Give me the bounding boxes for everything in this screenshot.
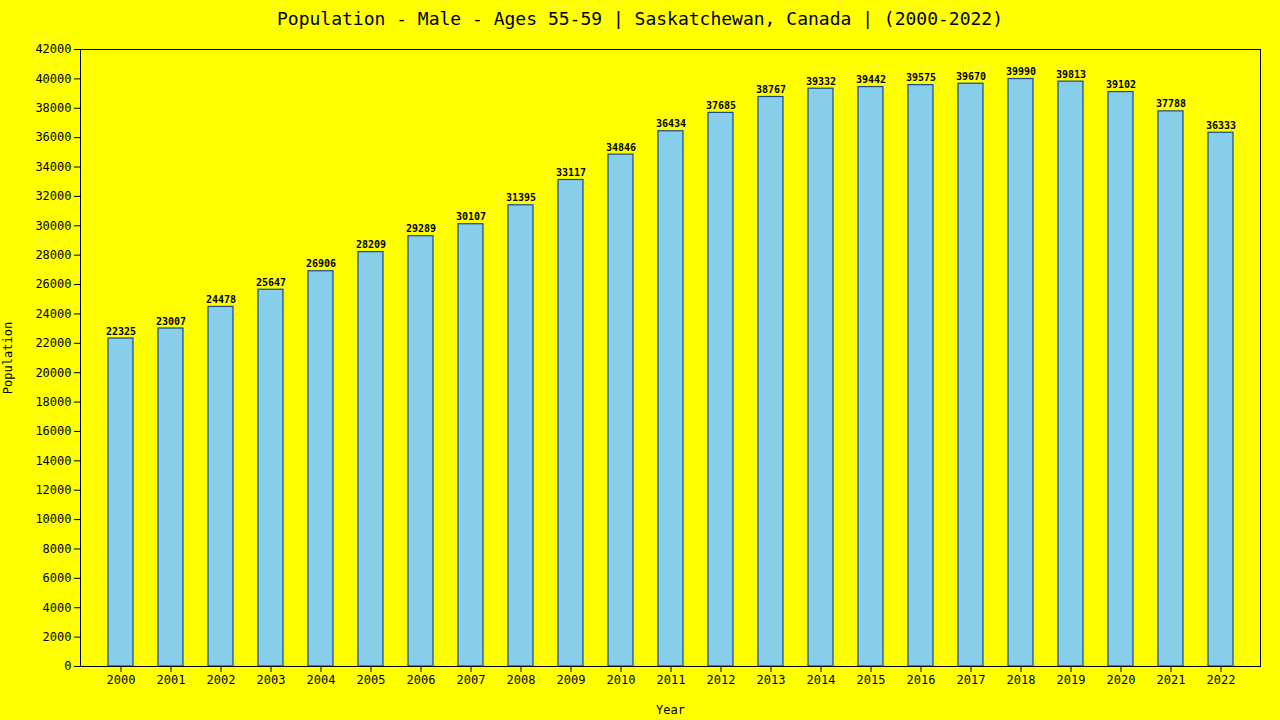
svg-text:28000: 28000 <box>35 248 71 262</box>
svg-text:4000: 4000 <box>43 601 72 615</box>
svg-text:36434: 36434 <box>656 118 686 129</box>
svg-text:2021: 2021 <box>1157 673 1186 687</box>
svg-text:39813: 39813 <box>1056 69 1086 80</box>
svg-text:12000: 12000 <box>35 483 71 497</box>
svg-text:20000: 20000 <box>35 366 71 380</box>
svg-text:39990: 39990 <box>1006 66 1036 77</box>
svg-text:Year: Year <box>656 703 685 717</box>
svg-text:2010: 2010 <box>607 673 636 687</box>
svg-text:2015: 2015 <box>857 673 886 687</box>
svg-text:2013: 2013 <box>757 673 786 687</box>
svg-text:36000: 36000 <box>35 130 71 144</box>
svg-text:33117: 33117 <box>556 167 586 178</box>
svg-text:2014: 2014 <box>807 673 836 687</box>
svg-text:2002: 2002 <box>207 673 236 687</box>
svg-text:Population: Population <box>1 322 15 394</box>
svg-text:34846: 34846 <box>606 142 636 153</box>
svg-text:36333: 36333 <box>1206 120 1236 131</box>
svg-text:39575: 39575 <box>906 72 936 83</box>
svg-text:42000: 42000 <box>35 42 71 56</box>
svg-text:6000: 6000 <box>43 571 72 585</box>
svg-text:31395: 31395 <box>506 192 536 203</box>
svg-text:2006: 2006 <box>407 673 436 687</box>
svg-text:10000: 10000 <box>35 512 71 526</box>
svg-text:18000: 18000 <box>35 395 71 409</box>
svg-text:29289: 29289 <box>406 223 436 234</box>
svg-text:2003: 2003 <box>257 673 286 687</box>
svg-text:34000: 34000 <box>35 160 71 174</box>
svg-text:38767: 38767 <box>756 84 786 95</box>
svg-text:26906: 26906 <box>306 258 336 269</box>
svg-text:24478: 24478 <box>206 294 236 305</box>
svg-text:32000: 32000 <box>35 189 71 203</box>
svg-text:2001: 2001 <box>157 673 186 687</box>
svg-text:37788: 37788 <box>1156 98 1186 109</box>
svg-text:2016: 2016 <box>907 673 936 687</box>
svg-text:39102: 39102 <box>1106 79 1136 90</box>
svg-text:2011: 2011 <box>657 673 686 687</box>
svg-text:26000: 26000 <box>35 277 71 291</box>
svg-text:37685: 37685 <box>706 100 736 111</box>
svg-text:39670: 39670 <box>956 71 986 82</box>
svg-text:2009: 2009 <box>557 673 586 687</box>
svg-text:2008: 2008 <box>507 673 536 687</box>
svg-text:39332: 39332 <box>806 76 836 87</box>
svg-text:2000: 2000 <box>107 673 136 687</box>
svg-text:38000: 38000 <box>35 101 71 115</box>
svg-text:25647: 25647 <box>256 277 286 288</box>
svg-text:28209: 28209 <box>356 239 386 250</box>
svg-text:2022: 2022 <box>1207 673 1236 687</box>
svg-text:23007: 23007 <box>156 316 186 327</box>
svg-text:2005: 2005 <box>357 673 386 687</box>
html-text:Population - Male - Ages 55-59: Population - Male - Ages 55-59 | Saskatc… <box>277 8 1003 29</box>
svg-text:2020: 2020 <box>1107 673 1136 687</box>
svg-text:39442: 39442 <box>856 74 886 85</box>
svg-text:16000: 16000 <box>35 424 71 438</box>
svg-text:2017: 2017 <box>957 673 986 687</box>
svg-text:2007: 2007 <box>457 673 486 687</box>
svg-text:40000: 40000 <box>35 72 71 86</box>
svg-text:22325: 22325 <box>106 326 136 337</box>
svg-text:2000: 2000 <box>43 630 72 644</box>
svg-text:8000: 8000 <box>43 542 72 556</box>
svg-text:0: 0 <box>64 659 71 673</box>
svg-text:2004: 2004 <box>307 673 336 687</box>
svg-text:30107: 30107 <box>456 211 486 222</box>
svg-text:30000: 30000 <box>35 219 71 233</box>
svg-text:2012: 2012 <box>707 673 736 687</box>
svg-text:22000: 22000 <box>35 336 71 350</box>
svg-text:24000: 24000 <box>35 307 71 321</box>
svg-text:2018: 2018 <box>1007 673 1036 687</box>
svg-text:14000: 14000 <box>35 454 71 468</box>
svg-text:2019: 2019 <box>1057 673 1086 687</box>
